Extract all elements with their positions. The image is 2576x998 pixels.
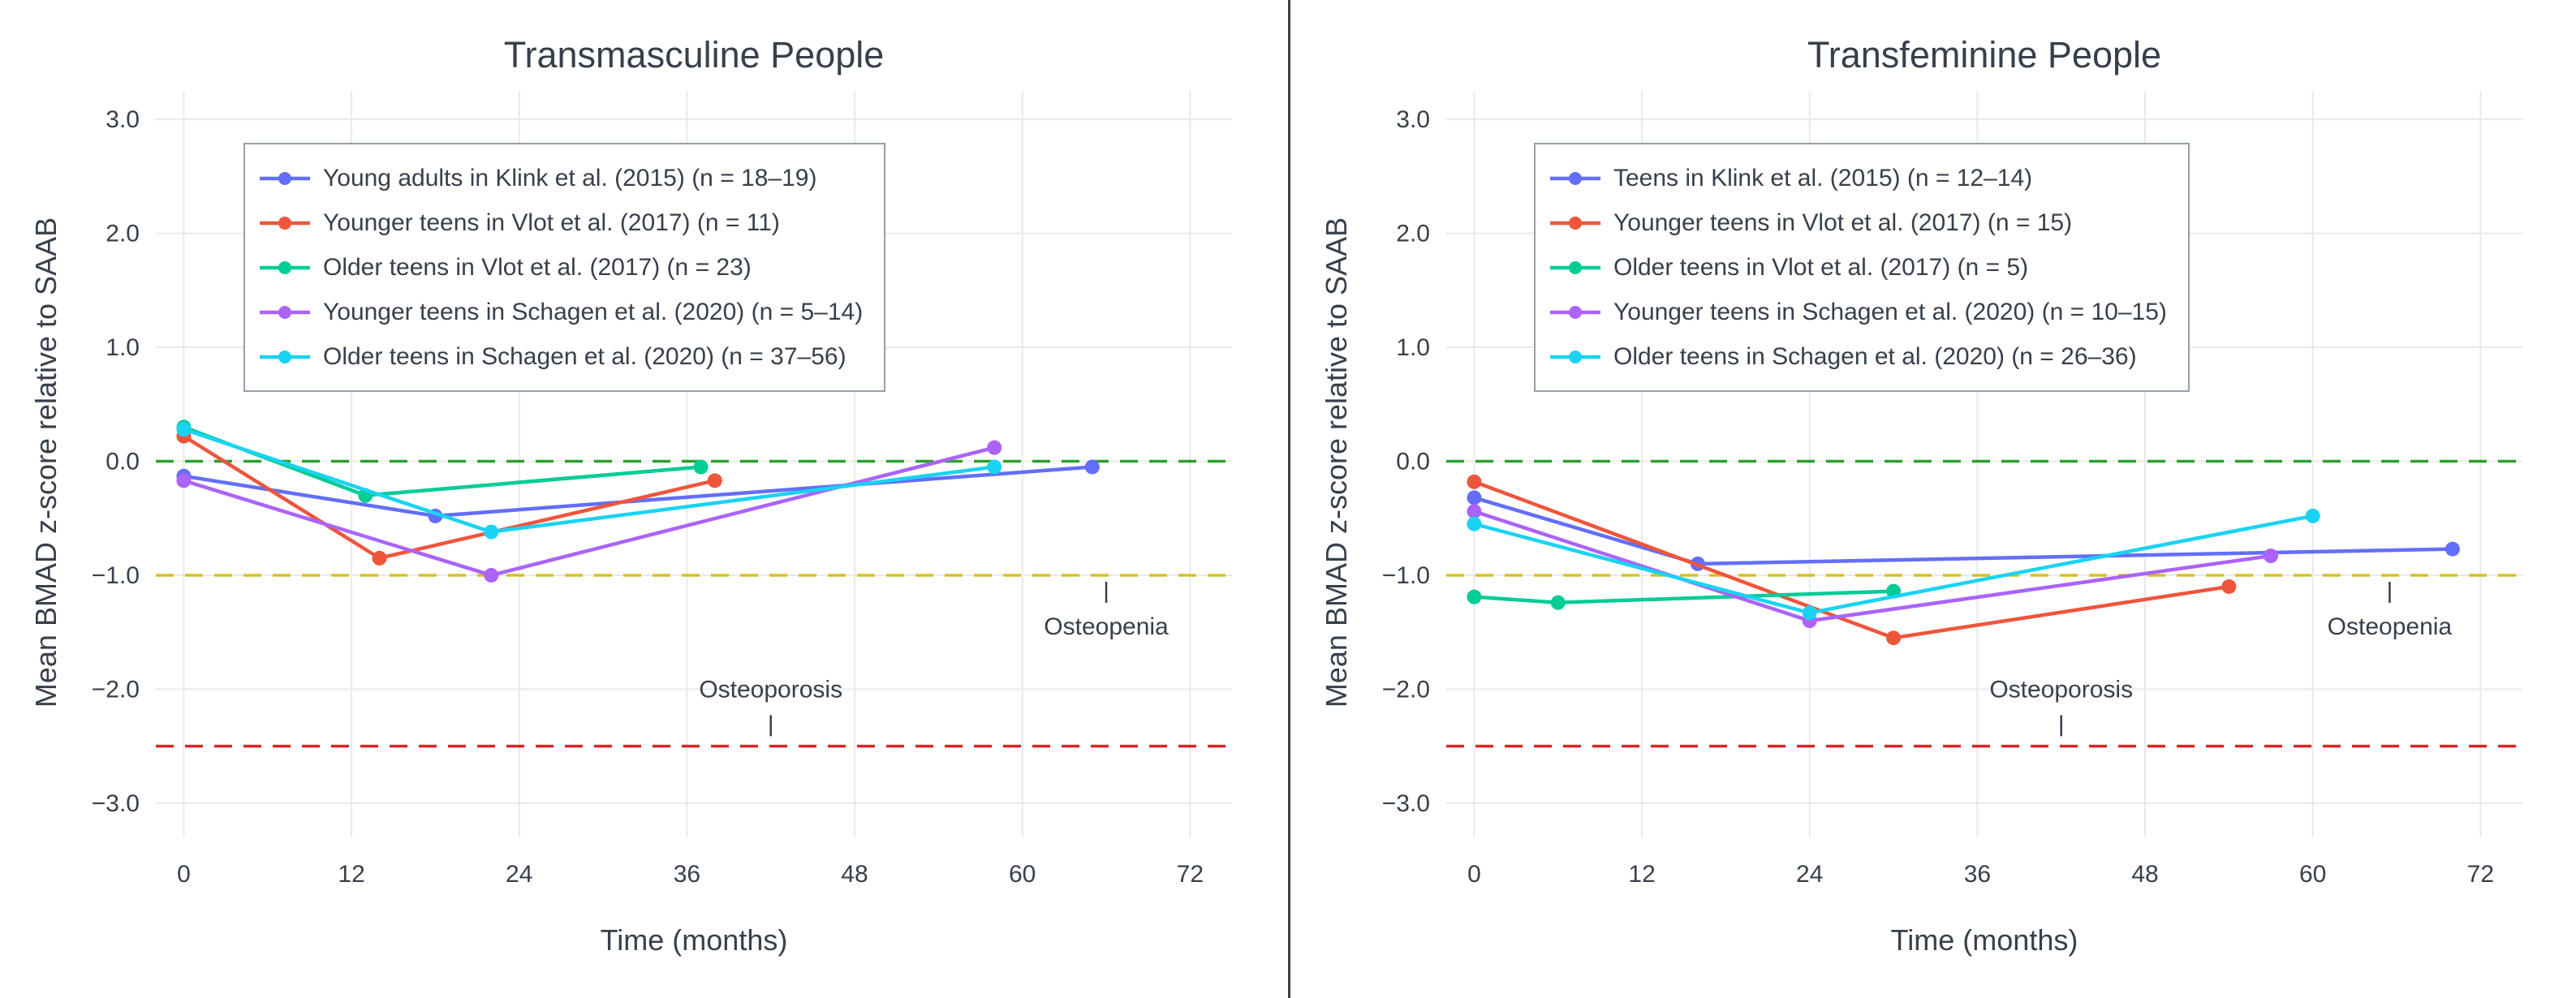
x-tick-label: 0 bbox=[1467, 861, 1481, 888]
plot-area-transmasculine: 0 12 24 36 48 60 72 3.0 2.0 1.0 0.0 −1.0 −2.0 −3.0 Ost… bbox=[92, 91, 1232, 888]
y-tick-label: −2.0 bbox=[1382, 676, 1430, 703]
data-point bbox=[1467, 490, 1482, 505]
y-tick-label: −1.0 bbox=[92, 562, 140, 589]
data-point bbox=[484, 567, 499, 583]
data-point bbox=[1802, 605, 1817, 621]
legend-label: Young adults in Klink et al. (2015) (n =… bbox=[323, 164, 817, 191]
legend-label: Younger teens in Schagen et al. (2020) (… bbox=[323, 298, 864, 325]
y-axis-title: Mean BMAD z-score relative to SAAB bbox=[29, 217, 62, 708]
data-point bbox=[1550, 595, 1566, 610]
y-tick-label: 1.0 bbox=[106, 334, 140, 361]
legend-item[interactable]: Younger teens in Vlot et al. (2017) (n =… bbox=[1549, 200, 2167, 245]
data-point bbox=[1084, 459, 1100, 475]
y-tick-label: 3.0 bbox=[1396, 106, 1430, 133]
legend-line-marker-icon bbox=[1550, 260, 1600, 274]
x-tick-label: 24 bbox=[1796, 861, 1823, 888]
y-tick-label: −3.0 bbox=[1382, 790, 1430, 817]
data-point bbox=[484, 524, 499, 540]
panel-transmasculine: 0 12 24 36 48 60 72 3.0 2.0 1.0 0.0 −1.0 −2.0 −3.0 Ost… bbox=[29, 34, 1232, 957]
legend-item[interactable]: Teens in Klink et al. (2015) (n = 12–14) bbox=[1549, 156, 2167, 200]
legend-label: Teens in Klink et al. (2015) (n = 12–14) bbox=[1613, 164, 2033, 191]
legend-item[interactable]: Older teens in Schagen et al. (2020) (n … bbox=[258, 334, 863, 379]
x-tick-label: 12 bbox=[338, 861, 364, 888]
x-tick-label: 72 bbox=[1177, 861, 1204, 888]
legend-transmasculine: Young adults in Klink et al. (2015) (n =… bbox=[243, 143, 886, 392]
y-tick-label: 2.0 bbox=[106, 221, 140, 247]
y-tick-label: 1.0 bbox=[1396, 334, 1430, 361]
legend-line-marker-icon bbox=[260, 260, 310, 274]
legend-label: Younger teens in Schagen et al. (2020) (… bbox=[1613, 298, 2167, 325]
legend-line-marker-icon bbox=[260, 350, 310, 363]
panel-transfeminine: 0 12 24 36 48 60 72 3.0 2.0 1.0 0.0 −1.0 −2.0 −3.0 Ost… bbox=[1288, 0, 2576, 998]
legend-item[interactable]: Young adults in Klink et al. (2015) (n =… bbox=[258, 156, 863, 200]
legend-item[interactable]: Older teens in Vlot et al. (2017) (n = 2… bbox=[258, 245, 863, 290]
annotation-osteopenia: Osteopenia bbox=[1044, 613, 1169, 640]
data-point bbox=[707, 473, 722, 488]
data-point bbox=[987, 459, 1002, 475]
y-tick-label: 0.0 bbox=[106, 448, 140, 475]
legend-line-marker-icon bbox=[260, 171, 310, 185]
x-tick-label: 0 bbox=[177, 861, 191, 888]
legend-line-marker-icon bbox=[260, 216, 310, 230]
series-line bbox=[1472, 496, 2455, 566]
legend-line-marker-icon bbox=[1550, 171, 1600, 185]
x-tick-label: 12 bbox=[1628, 861, 1655, 888]
legend-line-marker-icon bbox=[1550, 350, 1600, 363]
y-tick-label: −1.0 bbox=[1382, 562, 1430, 589]
x-tick-label: 36 bbox=[1964, 861, 1991, 888]
plot-area-transfeminine: 0 12 24 36 48 60 72 3.0 2.0 1.0 0.0 −1.0 −2.0 −3.0 Ost… bbox=[1382, 91, 2522, 888]
x-tick-label: 60 bbox=[2299, 861, 2326, 888]
data-point bbox=[2445, 541, 2460, 557]
legend-item[interactable]: Younger teens in Schagen et al. (2020) (… bbox=[258, 290, 863, 334]
data-point bbox=[1467, 516, 1482, 531]
legend-line-marker-icon bbox=[1550, 305, 1600, 319]
legend-item[interactable]: Older teens in Schagen et al. (2020) (n … bbox=[1549, 334, 2167, 379]
legend-label: Younger teens in Vlot et al. (2017) (n =… bbox=[323, 209, 780, 236]
x-tick-label: 36 bbox=[674, 861, 700, 888]
data-point bbox=[176, 473, 192, 488]
y-tick-label: −3.0 bbox=[92, 790, 140, 817]
data-point bbox=[1467, 589, 1482, 604]
y-axis-title: Mean BMAD z-score relative to SAAB bbox=[1320, 217, 1353, 708]
x-tick-label: 48 bbox=[2131, 861, 2158, 888]
data-point bbox=[176, 422, 192, 437]
legend-label: Older teens in Vlot et al. (2017) (n = 2… bbox=[323, 253, 752, 281]
annotation-osteoporosis: Osteoporosis bbox=[699, 676, 842, 703]
annotation-osteoporosis: Osteoporosis bbox=[1989, 676, 2133, 703]
legend-label: Older teens in Schagen et al. (2020) (n … bbox=[323, 342, 846, 370]
y-tick-label: −2.0 bbox=[92, 676, 140, 703]
data-point bbox=[372, 550, 387, 566]
legend-line-marker-icon bbox=[1550, 216, 1600, 230]
x-axis-title: Time (months) bbox=[1890, 923, 2078, 957]
x-tick-label: 48 bbox=[841, 861, 868, 888]
data-point bbox=[2305, 508, 2320, 523]
legend-transfeminine: Teens in Klink et al. (2015) (n = 12–14)… bbox=[1534, 143, 2190, 392]
data-point bbox=[1886, 630, 1902, 646]
chart-title-transfeminine: Transfeminine People bbox=[1807, 34, 2162, 75]
legend-item[interactable]: Older teens in Vlot et al. (2017) (n = 5… bbox=[1549, 245, 2167, 290]
x-axis-title: Time (months) bbox=[600, 923, 788, 957]
y-tick-label: 0.0 bbox=[1396, 448, 1430, 475]
data-point bbox=[1467, 474, 1482, 489]
legend-label: Younger teens in Vlot et al. (2017) (n =… bbox=[1613, 209, 2073, 236]
legend-item[interactable]: Younger teens in Vlot et al. (2017) (n =… bbox=[258, 200, 863, 245]
annotation-osteopenia: Osteopenia bbox=[2328, 613, 2453, 640]
legend-item[interactable]: Younger teens in Schagen et al. (2020) (… bbox=[1549, 290, 2167, 334]
chart-title-transmasculine: Transmasculine People bbox=[503, 34, 885, 75]
x-tick-label: 60 bbox=[1009, 861, 1036, 888]
legend-label: Older teens in Vlot et al. (2017) (n = 5… bbox=[1613, 253, 2029, 281]
y-tick-label: 3.0 bbox=[106, 106, 140, 133]
x-tick-label: 24 bbox=[506, 861, 532, 888]
data-point bbox=[1467, 504, 1482, 519]
data-point bbox=[693, 459, 709, 475]
legend-line-marker-icon bbox=[260, 305, 310, 319]
y-tick-label: 2.0 bbox=[1396, 221, 1430, 247]
x-tick-label: 72 bbox=[2467, 861, 2494, 888]
series-line bbox=[1472, 589, 1896, 604]
legend-label: Older teens in Schagen et al. (2020) (n … bbox=[1613, 342, 2137, 370]
data-point bbox=[2221, 579, 2237, 594]
data-point bbox=[2264, 548, 2279, 564]
data-point bbox=[987, 440, 1002, 455]
